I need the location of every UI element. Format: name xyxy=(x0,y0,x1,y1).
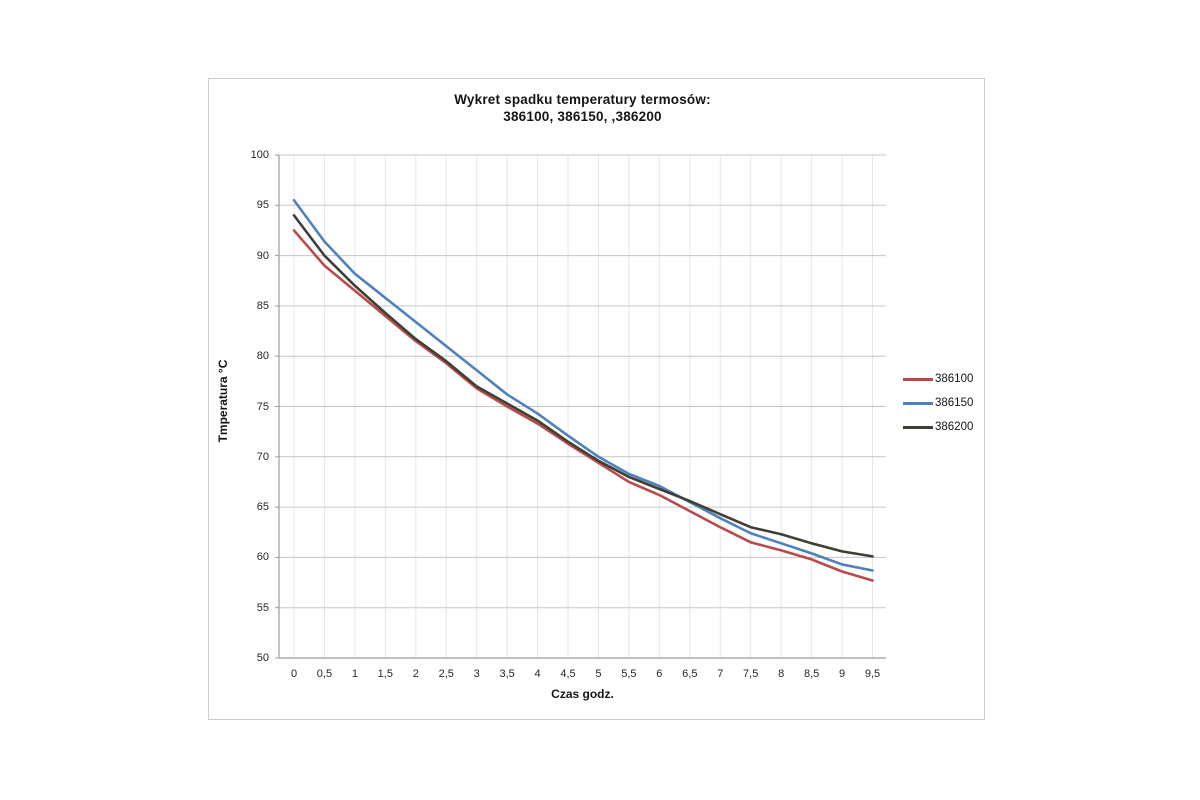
y-tick-label: 60 xyxy=(256,551,269,564)
y-tick-label: 95 xyxy=(256,199,269,212)
x-tick-label: 2,5 xyxy=(438,668,454,680)
x-tick-label: 0,5 xyxy=(316,668,333,680)
x-tick-label: 5 xyxy=(595,668,602,680)
legend-line-swatch xyxy=(903,425,933,429)
legend-line-swatch xyxy=(903,377,933,381)
x-tick-label: 8,5 xyxy=(803,668,820,680)
y-tick-label: 70 xyxy=(256,450,269,463)
x-tick-label: 3 xyxy=(473,668,480,680)
x-tick-label: 2 xyxy=(412,668,419,680)
legend-item-386100: 386100 xyxy=(903,367,973,391)
x-tick-label: 4,5 xyxy=(560,668,576,680)
series-line-386200 xyxy=(292,214,874,558)
y-tick-label: 75 xyxy=(256,400,269,413)
plot-area xyxy=(275,154,886,659)
x-tick-label: 5,5 xyxy=(621,668,637,680)
chart-frame: Wykret spadku temperatury termosów: 3861… xyxy=(208,78,985,720)
x-tick-label: 1 xyxy=(351,668,358,680)
legend-label: 386100 xyxy=(935,373,974,385)
legend-label: 386200 xyxy=(935,421,974,433)
x-tick-label: 0 xyxy=(290,668,298,680)
legend-item-386150: 386150 xyxy=(903,391,973,415)
y-tick-label: 100 xyxy=(250,149,269,161)
legend-label: 386150 xyxy=(935,397,974,409)
y-tick-label: 65 xyxy=(256,501,269,514)
chart-legend: 386100 386150 386200 xyxy=(903,367,973,439)
legend-item-386200: 386200 xyxy=(903,415,973,439)
x-tick-label: 8 xyxy=(778,668,785,680)
chart-title-line1: Wykret spadku temperatury termosów: xyxy=(454,92,711,107)
series-line-386150 xyxy=(292,198,874,572)
x-tick-label: 4 xyxy=(534,668,541,680)
y-tick-label: 55 xyxy=(256,601,269,614)
x-tick-label: 6,5 xyxy=(682,668,698,680)
y-tick-label: 50 xyxy=(256,652,269,664)
chart-title-line2: 386100, 386150, ,386200 xyxy=(503,109,662,124)
x-tick-label: 3,5 xyxy=(499,668,515,680)
y-tick-label: 85 xyxy=(256,299,269,312)
x-tick-label: 9,5 xyxy=(864,668,881,680)
x-axis-title: Czas godz. xyxy=(551,687,614,701)
y-tick-label: 90 xyxy=(256,249,269,262)
series-line-386100 xyxy=(292,229,874,582)
y-tick-label: 80 xyxy=(256,350,269,363)
legend-line-swatch xyxy=(903,401,933,405)
x-tick-label: 7 xyxy=(717,668,724,680)
x-tick-label: 7,5 xyxy=(743,668,759,680)
x-tick-label: 6 xyxy=(656,668,663,680)
chart-title: Wykret spadku temperatury termosów: 3861… xyxy=(279,91,886,125)
plot-svg xyxy=(275,154,886,659)
x-tick-label: 9 xyxy=(838,668,846,680)
x-tick-label: 1,5 xyxy=(377,668,393,680)
y-axis-title: Tmperatura °C xyxy=(216,359,230,443)
